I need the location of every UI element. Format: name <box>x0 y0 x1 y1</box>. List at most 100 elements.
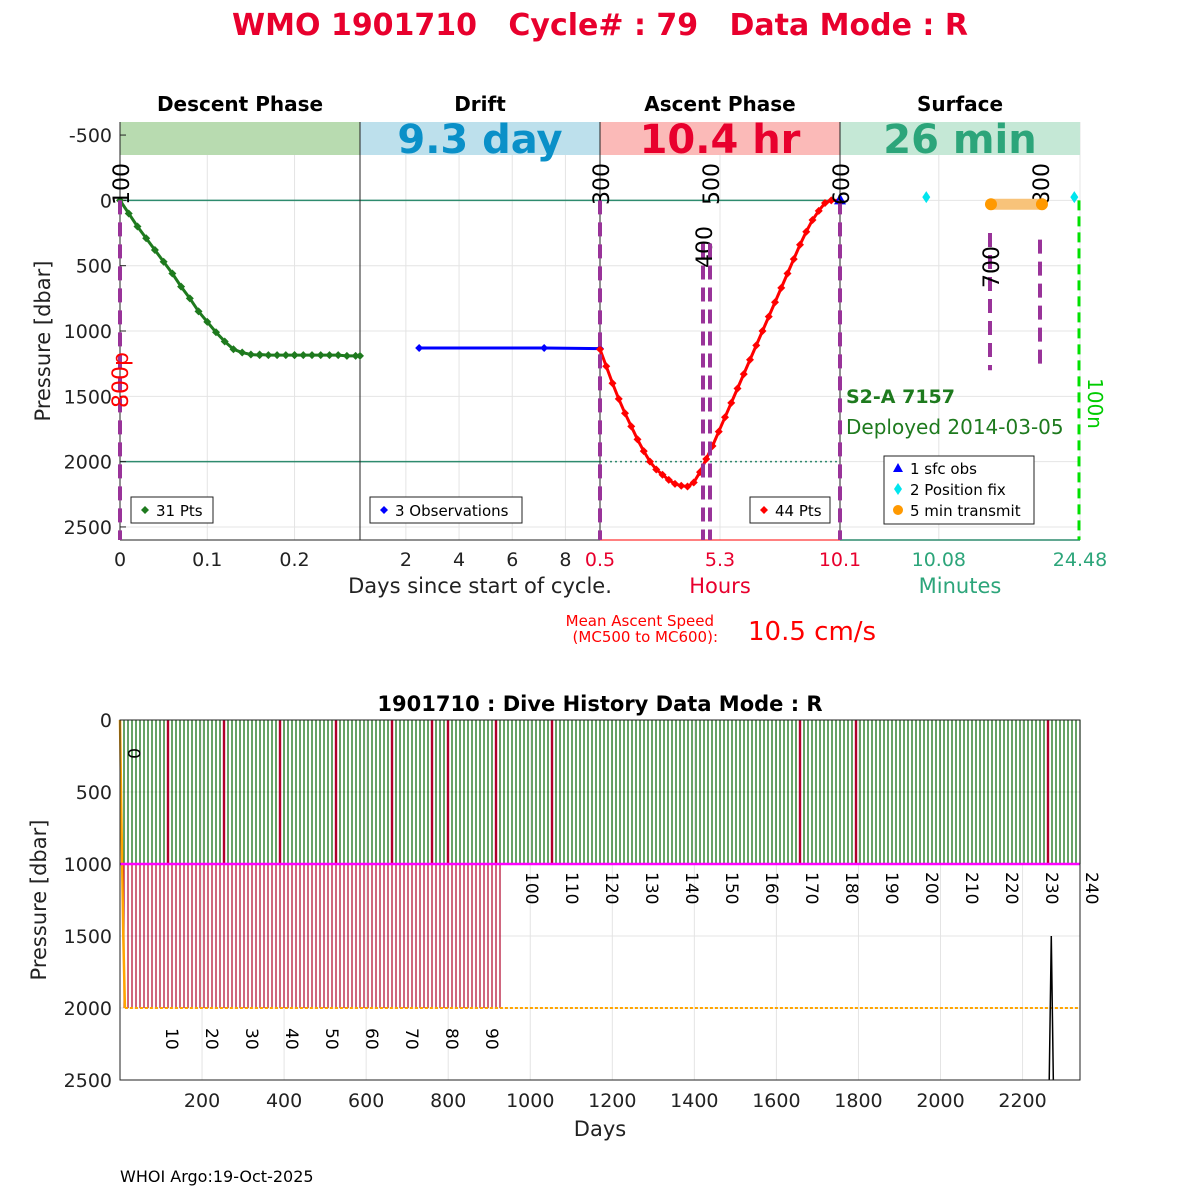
position-fix-marker <box>1070 191 1079 204</box>
y-tick-label: 1000 <box>64 854 112 876</box>
descent-series-point <box>220 337 229 346</box>
descent-series-point <box>273 351 282 360</box>
descent-series-point <box>246 350 255 359</box>
cycle-label: 230 <box>1041 872 1061 904</box>
ascent-series-point <box>633 435 642 444</box>
ascent-series-point <box>646 457 654 466</box>
x-tick-label: 1000 <box>506 1090 554 1112</box>
x-tick-label: 200 <box>184 1090 220 1112</box>
y-axis-label: Pressure [dbar] <box>31 261 55 422</box>
surface-obs-marker <box>834 193 846 205</box>
ascent-legend-icon <box>760 506 768 514</box>
descent-series-point <box>150 246 159 255</box>
x-tick-label: 1200 <box>588 1090 636 1112</box>
cycle-label: 240 <box>1081 872 1101 904</box>
cycle-label: 80 <box>441 1028 461 1050</box>
mission-code-label: 300 <box>590 163 615 205</box>
drift-legend-text: 3 Observations <box>395 502 509 520</box>
cycle-label-first: 0 <box>123 748 143 759</box>
ascent-series-point <box>671 479 679 488</box>
ascent-series-point <box>602 362 611 371</box>
ascent-series-point <box>746 355 754 364</box>
x-tick-label: 1800 <box>834 1090 882 1112</box>
ascent-series-point <box>627 422 636 431</box>
y-tick-label: 500 <box>76 256 112 278</box>
cycle-label: 90 <box>481 1028 501 1050</box>
descent-series-point <box>159 257 168 266</box>
mission-code-label: 100 <box>110 163 135 205</box>
ascent-series-point <box>733 384 742 393</box>
ascent-series-point <box>614 394 623 403</box>
y-axis-label: Pressure [dbar] <box>27 820 51 981</box>
x-tick-label: 1400 <box>670 1090 718 1112</box>
descent-series-point <box>316 351 325 360</box>
cycle-label: 210 <box>961 872 981 904</box>
x-tick-label-surface: 24.48 <box>1053 549 1107 571</box>
drift-series-point <box>415 343 424 352</box>
cycle-label: 60 <box>361 1028 381 1050</box>
phase-duration-ascent: 10.4 hr <box>640 117 801 163</box>
descent-series-point <box>212 328 220 337</box>
x-tick-label-ascent: 10.1 <box>819 549 861 571</box>
mission-code-label: 500 <box>700 163 725 205</box>
ascent-series-point <box>721 413 729 422</box>
cycle-label: 110 <box>561 872 581 904</box>
ascent-legend-text: 44 Pts <box>775 502 822 520</box>
surface-legend-box <box>883 455 1035 525</box>
first-descent-line <box>118 719 127 1009</box>
descent-series-point <box>255 350 264 359</box>
mission-code-label: 700 <box>980 246 1005 288</box>
phase-title-descent: Descent Phase <box>157 92 323 116</box>
cycle-label: 180 <box>841 872 861 904</box>
x-axis-label: Days <box>574 1117 626 1141</box>
phase-title-surface: Surface <box>917 92 1003 116</box>
ascent-series-point <box>752 341 761 350</box>
ascent-series-point <box>652 465 661 474</box>
ascent-series-point <box>621 409 629 418</box>
descent-series-point <box>238 348 247 357</box>
ascent-series-point <box>777 283 786 292</box>
y-tick-label: 2500 <box>64 517 112 539</box>
drift-series-line <box>419 346 601 351</box>
descent-series-point <box>290 351 299 360</box>
x-axis-label-surface: Minutes <box>919 574 1002 598</box>
cycle-label: 30 <box>241 1028 261 1050</box>
phase-duration-surface: 26 min <box>883 117 1036 163</box>
dive-history-chart: 1901710 : Dive History Data Mode : R 0 10 2… <box>27 692 1101 1141</box>
ascent-series-point <box>739 370 748 379</box>
x-tick-label-drift: 6 <box>506 549 518 571</box>
x-tick-label: 600 <box>348 1090 384 1112</box>
ascent-series-point <box>814 206 823 215</box>
descent-series-point <box>264 351 273 360</box>
x-axis-label-days: Days since start of cycle. <box>348 574 612 598</box>
cycle-label: 20 <box>201 1028 221 1050</box>
ascent-series-point <box>608 379 617 388</box>
x-tick-label-ascent: 0.5 <box>585 549 615 571</box>
descent-series-point <box>177 282 186 291</box>
position-fix-marker <box>922 191 931 204</box>
cycle-label: 120 <box>601 872 621 904</box>
ascent-series-point <box>714 427 723 436</box>
descent-legend-icon <box>141 506 149 514</box>
x-tick-label: 400 <box>266 1090 302 1112</box>
x-tick-label-drift: 2 <box>400 549 412 571</box>
drift-series-point <box>540 343 549 352</box>
legend-sfc-obs-icon <box>893 463 903 472</box>
descent-series-point <box>124 209 133 218</box>
x-tick-label-descent: 0 <box>114 549 126 571</box>
descent-series-point <box>281 351 290 360</box>
cycle-label: 170 <box>801 872 821 904</box>
phase-band-surface <box>840 122 1080 155</box>
descent-series-point <box>308 351 316 360</box>
descent-series-point <box>334 351 343 360</box>
descent-series-point <box>229 345 238 354</box>
x-axis-label-ascent: Hours <box>689 574 751 598</box>
y-tick-label: 500 <box>76 782 112 804</box>
cycle-label: 200 <box>921 872 941 904</box>
ascent-series-point <box>727 398 736 407</box>
deployed-text: Deployed 2014-03-05 <box>846 415 1064 439</box>
y-tick-label: 1500 <box>64 386 112 408</box>
y-tick-label: 2000 <box>64 452 112 474</box>
cycle-label: 140 <box>681 872 701 904</box>
